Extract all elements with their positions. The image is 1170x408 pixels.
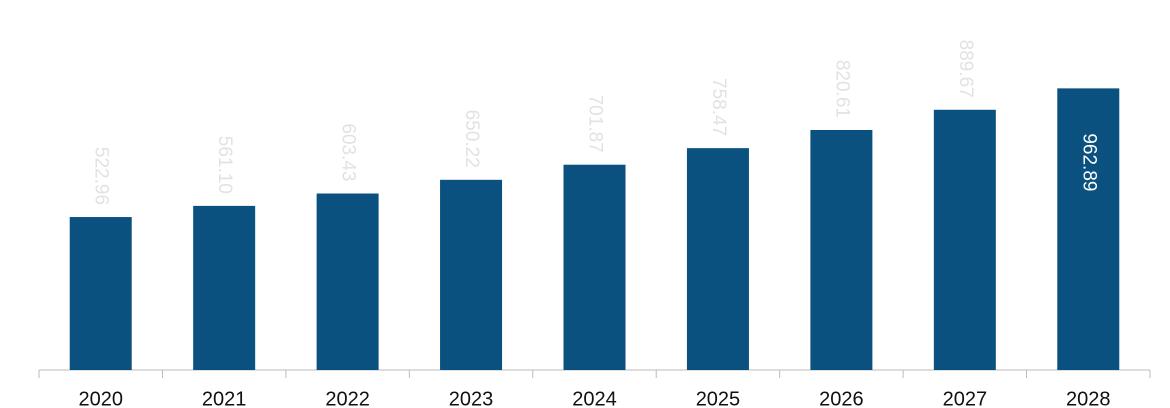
- value-label: 889.67: [955, 40, 976, 98]
- value-label: 650.22: [461, 110, 482, 168]
- value-label: 522.96: [91, 147, 112, 205]
- x-tick-label: 2022: [325, 388, 370, 408]
- x-tick-label: 2023: [449, 388, 494, 408]
- x-tick-label: 2027: [943, 388, 988, 408]
- value-label: 758.47: [708, 78, 729, 136]
- value-label: 603.43: [338, 123, 359, 181]
- bar: [810, 129, 873, 370]
- x-tick-label: 2028: [1066, 388, 1111, 408]
- x-tick-label: 2021: [202, 388, 247, 408]
- bar: [933, 109, 996, 370]
- value-label: 561.10: [214, 136, 235, 194]
- bar: [69, 217, 132, 370]
- x-tick-label: 2024: [572, 388, 617, 408]
- value-label: 962.89: [1078, 133, 1099, 191]
- bar: [1057, 88, 1120, 370]
- bar: [193, 205, 256, 370]
- bar: [563, 164, 626, 370]
- bar: [440, 179, 503, 370]
- x-tick-label: 2020: [78, 388, 123, 408]
- x-tick-label: 2025: [696, 388, 741, 408]
- bar: [316, 193, 379, 370]
- bar: [686, 148, 749, 370]
- value-label: 820.61: [831, 60, 852, 118]
- x-tick-label: 2026: [819, 388, 864, 408]
- value-label: 701.87: [584, 95, 605, 153]
